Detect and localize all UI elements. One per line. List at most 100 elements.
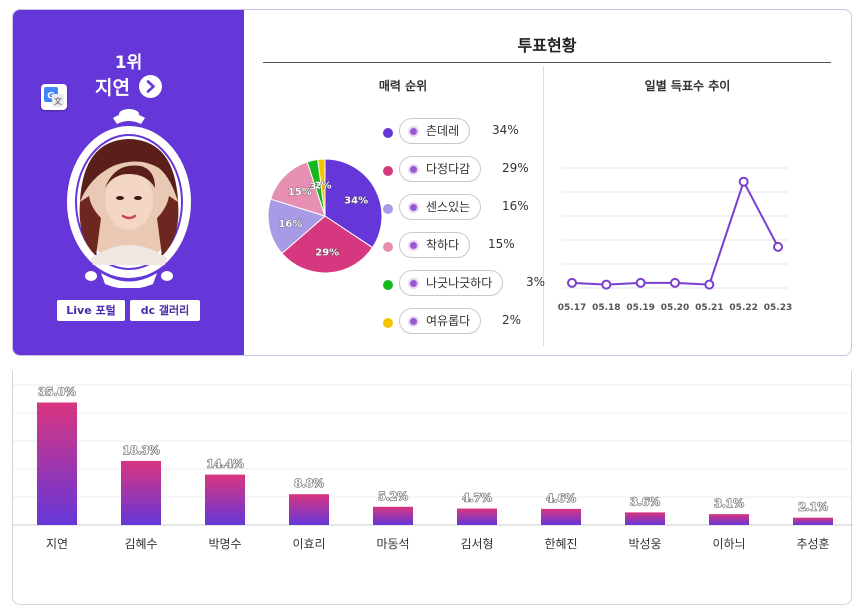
bar-value-label: 35.0% bbox=[38, 386, 76, 399]
legend-percent: 15% bbox=[488, 237, 515, 251]
bar[interactable] bbox=[373, 506, 413, 525]
x-tick-label: 05.20 bbox=[661, 303, 689, 313]
bar[interactable] bbox=[205, 474, 245, 525]
legend-label: 나긋나긋하다 bbox=[426, 276, 493, 290]
x-tick-label: 05.17 bbox=[558, 303, 586, 313]
section-divider bbox=[543, 66, 544, 346]
legend-percent: 3% bbox=[526, 275, 546, 289]
bar[interactable] bbox=[289, 494, 329, 525]
x-tick-label: 05.18 bbox=[592, 303, 620, 313]
legend-color-dot bbox=[383, 128, 393, 138]
trend-point[interactable] bbox=[601, 279, 612, 290]
category-label: 박명수 bbox=[208, 537, 241, 551]
legend-percent: 16% bbox=[502, 199, 529, 213]
title-divider bbox=[263, 62, 831, 63]
legend-color-dot bbox=[383, 318, 393, 328]
charm-tag-pill[interactable]: 여유롭다 bbox=[399, 308, 482, 334]
daily-line-chart: 05.17 05.18 05.19 05.20 05.21 05.22 05.23 bbox=[558, 167, 792, 313]
x-tick-label: 05.22 bbox=[729, 303, 757, 313]
pie-slice-label: 15% bbox=[288, 187, 312, 198]
bar-value-label: 8.8% bbox=[294, 477, 324, 490]
celebrity-name: 지연 bbox=[94, 77, 130, 99]
trend-point[interactable] bbox=[738, 176, 749, 187]
trend-point[interactable] bbox=[635, 277, 646, 288]
bar-value-label: 4.7% bbox=[462, 492, 492, 505]
legend-color-dot bbox=[383, 280, 393, 290]
pie-slice bbox=[317, 158, 326, 217]
charm-tag-pill[interactable]: 센스있는 bbox=[399, 194, 482, 220]
google-translate-icon[interactable]: G 文 bbox=[41, 84, 67, 110]
daily-trend-title: 일별 득표수 추이 bbox=[644, 79, 731, 93]
category-label: 마동석 bbox=[376, 537, 409, 551]
ranking-bar-card: 35.0% 지연 18.3% 김혜수 14.4% 박명수 8.8% 이효리 5.2% 마동석 4.7… bbox=[12, 371, 853, 605]
live-portal-button[interactable]: Live 포털 bbox=[57, 300, 125, 321]
legend-label: 여유롭다 bbox=[426, 314, 471, 328]
trend-point[interactable] bbox=[567, 277, 577, 288]
legend-color-dot bbox=[383, 166, 393, 176]
flower-icon bbox=[408, 126, 419, 137]
bar-value-label: 14.4% bbox=[206, 458, 244, 471]
profile-photo-frame bbox=[67, 109, 191, 288]
bar[interactable] bbox=[793, 517, 833, 525]
legend-percent: 2% bbox=[502, 313, 522, 327]
bar-value-label: 2.1% bbox=[798, 501, 828, 514]
charm-tag-pill[interactable]: 착하다 bbox=[399, 232, 471, 258]
pie-slice-label: 34% bbox=[344, 195, 368, 206]
legend-percent: 34% bbox=[492, 123, 519, 137]
ranking-bar-chart: 35.0% 지연 18.3% 김혜수 14.4% 박명수 8.8% 이효리 5.2% 마동석 4.7… bbox=[13, 384, 853, 551]
flower-icon bbox=[408, 202, 419, 213]
flower-icon bbox=[408, 278, 419, 289]
pie-slice-label: 29% bbox=[315, 247, 339, 258]
vote-status-title: 투표현황 bbox=[517, 36, 577, 55]
pie-slice bbox=[281, 215, 374, 274]
bar[interactable] bbox=[37, 402, 77, 526]
legend-label: 착하다 bbox=[426, 238, 460, 252]
bar[interactable] bbox=[709, 514, 749, 525]
bar-value-label: 3.6% bbox=[630, 495, 660, 508]
category-label: 박성웅 bbox=[628, 537, 661, 551]
x-tick-label: 05.23 bbox=[764, 303, 792, 313]
charm-ranking-title: 매력 순위 bbox=[378, 79, 428, 93]
category-label: 이효리 bbox=[292, 537, 325, 551]
bar[interactable] bbox=[541, 508, 581, 525]
bar[interactable] bbox=[625, 512, 665, 525]
charm-tag-pill[interactable]: 나긋나긋하다 bbox=[399, 270, 504, 296]
trend-line bbox=[571, 179, 779, 286]
bar-value-label: 4.6% bbox=[546, 492, 576, 505]
flower-icon bbox=[408, 316, 419, 327]
bar[interactable] bbox=[121, 460, 161, 525]
category-label: 지연 bbox=[46, 537, 68, 551]
category-label: 김혜수 bbox=[124, 537, 157, 551]
pie-slice-label: 3% bbox=[310, 181, 327, 192]
legend-color-dot bbox=[383, 242, 393, 252]
svg-text:文: 文 bbox=[54, 96, 62, 106]
legend-label: 센스있는 bbox=[426, 200, 471, 214]
pie-slice-label: 16% bbox=[278, 219, 302, 230]
charm-tag-pill[interactable]: 츤데레 bbox=[399, 118, 471, 144]
legend-label: 츤데레 bbox=[426, 124, 460, 138]
bar[interactable] bbox=[457, 508, 497, 525]
pie-slice bbox=[267, 198, 327, 255]
profile-panel: 1위 지연 G 文 bbox=[13, 10, 244, 355]
pie-slice-label: 2% bbox=[315, 181, 332, 192]
trend-point[interactable] bbox=[704, 279, 715, 290]
name-row: 지연 bbox=[13, 73, 244, 100]
x-tick-label: 05.19 bbox=[626, 303, 654, 313]
chevron-right-icon[interactable] bbox=[139, 75, 163, 98]
svg-text:G: G bbox=[47, 92, 54, 102]
dc-gallery-button[interactable]: dc 갤러리 bbox=[130, 300, 200, 321]
bar-value-label: 5.2% bbox=[378, 490, 408, 503]
category-label: 김서형 bbox=[460, 537, 493, 551]
rank-label: 1위 bbox=[114, 53, 143, 73]
legend-color-dot bbox=[383, 204, 393, 214]
bar-value-label: 3.1% bbox=[714, 497, 744, 510]
flower-icon bbox=[408, 240, 419, 251]
legend-percent: 29% bbox=[502, 161, 529, 175]
x-tick-label: 05.21 bbox=[695, 303, 723, 313]
flower-icon bbox=[408, 164, 419, 175]
trend-point[interactable] bbox=[773, 241, 783, 252]
legend-label: 다정다감 bbox=[426, 162, 471, 176]
charm-tag-pill[interactable]: 다정다감 bbox=[399, 156, 482, 182]
category-label: 추성훈 bbox=[796, 537, 829, 551]
trend-point[interactable] bbox=[670, 277, 680, 288]
